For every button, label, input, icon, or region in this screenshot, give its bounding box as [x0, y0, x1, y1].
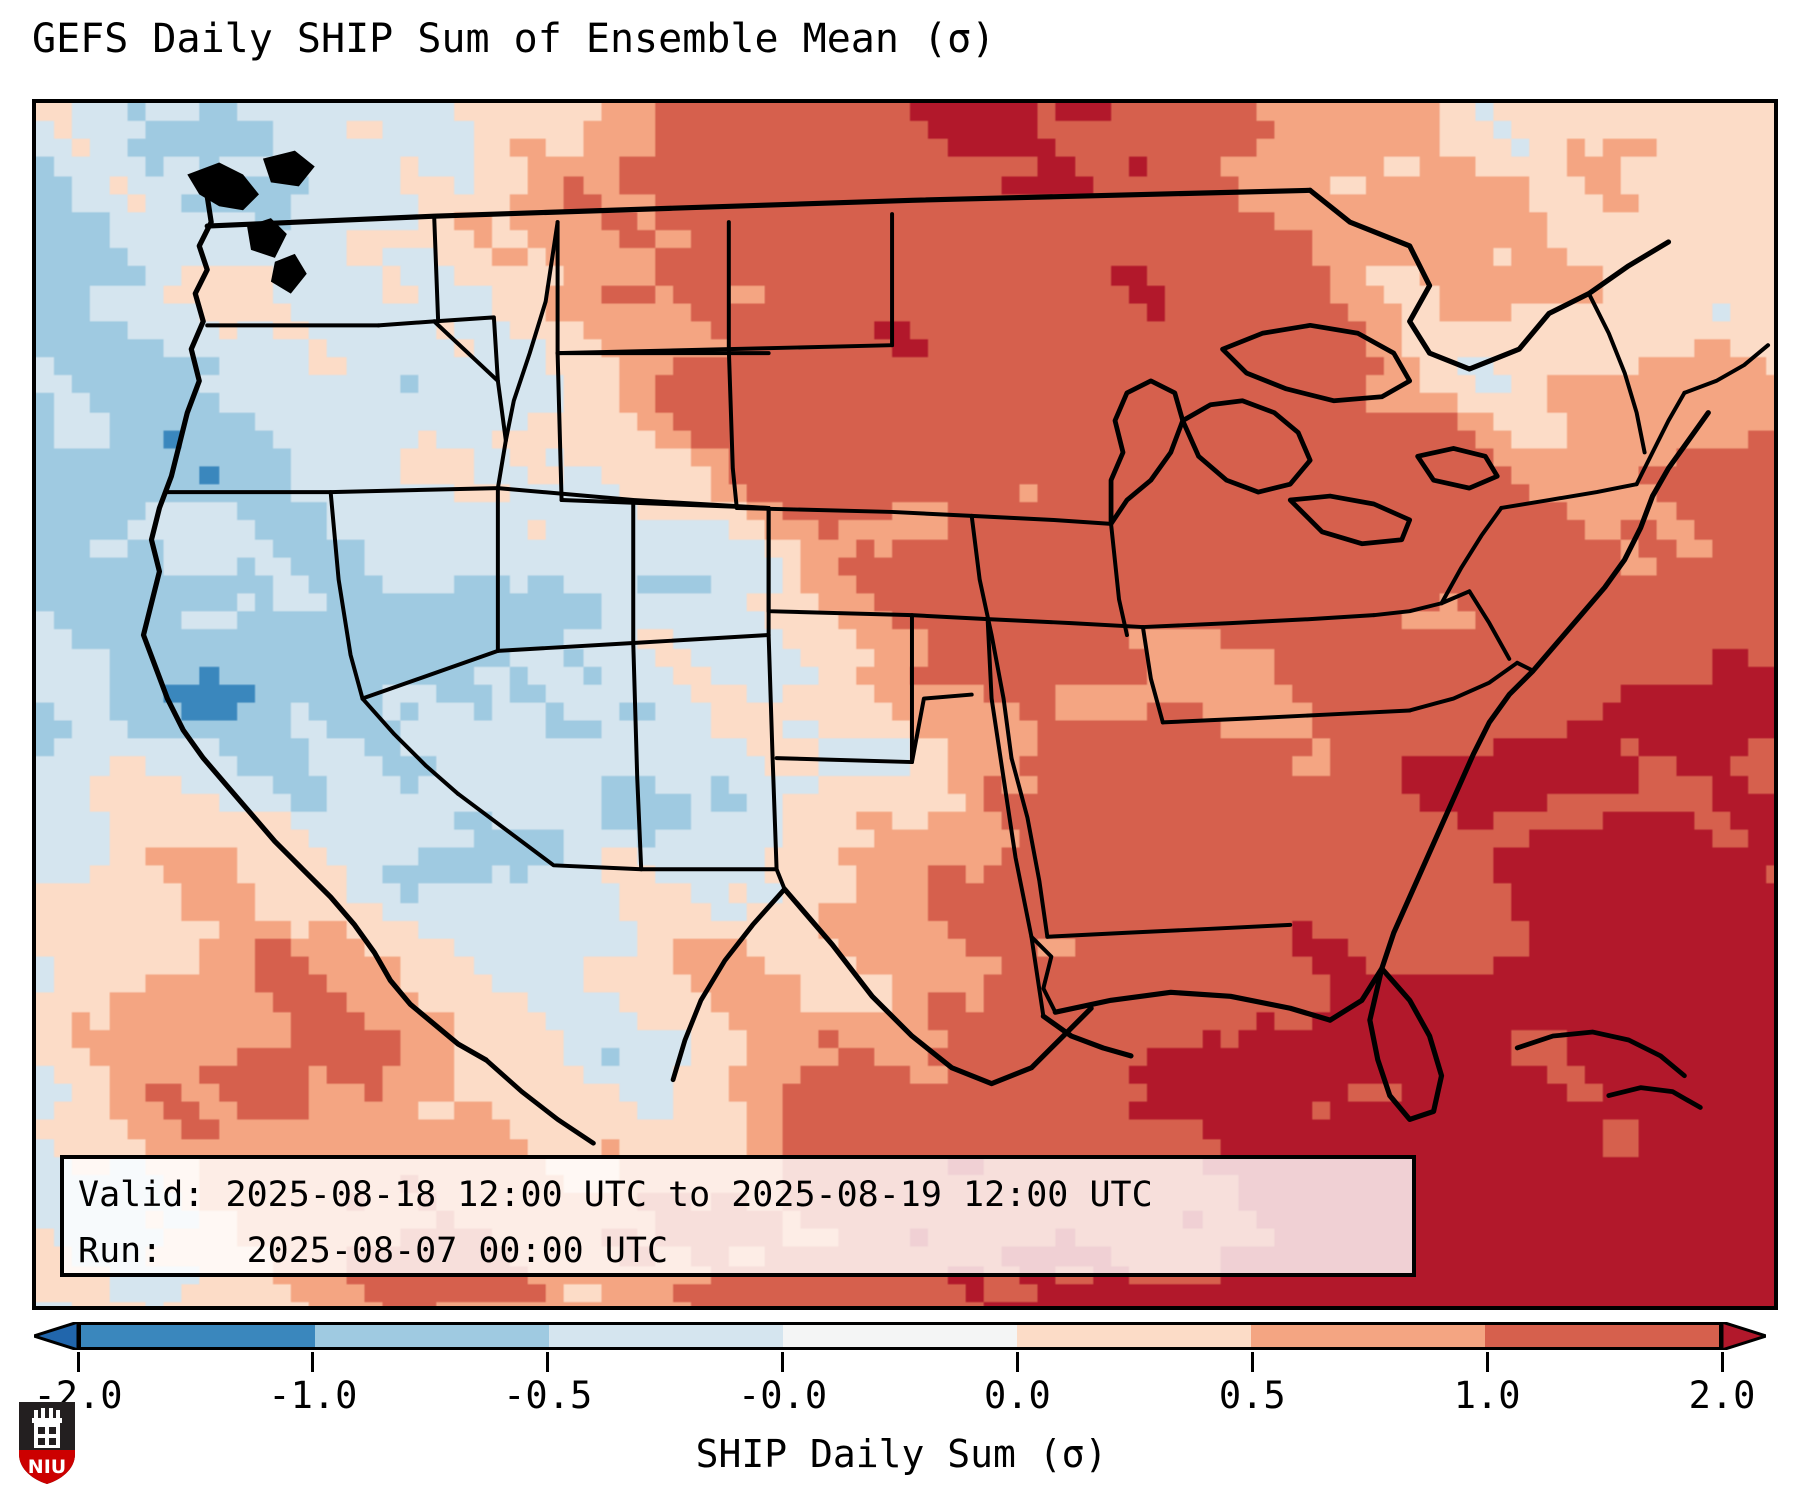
colorbar-segment-1: [315, 1325, 549, 1347]
colorbar-tick-label-6: 1.0: [1453, 1374, 1521, 1417]
ship-anomaly-heatmap: [36, 103, 1774, 1306]
map-panel[interactable]: [32, 99, 1778, 1310]
colorbar-tick-0: [76, 1352, 80, 1372]
colorbar-tick-7: [1720, 1352, 1724, 1372]
colorbar-segment-0: [81, 1325, 315, 1347]
colorbar-tick-label-7: 2.0: [1688, 1374, 1756, 1417]
colorbar-tick-label-3: -0.0: [738, 1374, 828, 1417]
valid-time-line: Valid: 2025-08-18 12:00 UTC to 2025-08-1…: [78, 1175, 1153, 1215]
colorbar-tick-label-1: -1.0: [268, 1374, 358, 1417]
colorbar-tick-label-4: 0.0: [984, 1374, 1051, 1417]
colorbar-gradient[interactable]: [78, 1322, 1722, 1350]
run-time-line: Run: 2025-08-07 00:00 UTC: [78, 1231, 669, 1271]
colorbar-tick-2: [546, 1352, 550, 1372]
colorbar-tickmarks: [0, 1352, 1803, 1374]
colorbar-tick-labels: -2.0 -1.0 -0.5 -0.0 0.0 0.5 1.0 2.0: [0, 1374, 1803, 1424]
svg-text:NIU: NIU: [28, 1456, 66, 1478]
colorbar-tick-label-2: -0.5: [503, 1374, 593, 1417]
colorbar-segment-2: [549, 1325, 783, 1347]
colorbar-tick-3: [781, 1352, 785, 1372]
chart-title: GEFS Daily SHIP Sum of Ensemble Mean (σ): [32, 16, 996, 62]
colorbar-axis-label: SHIP Daily Sum (σ): [695, 1432, 1108, 1476]
colorbar-extend-right-arrow: [1722, 1322, 1766, 1350]
colorbar-segment-5: [1251, 1325, 1485, 1347]
colorbar-segment-6: [1485, 1325, 1719, 1347]
colorbar-segment-4: [1017, 1325, 1251, 1347]
forecast-info-box: Valid: 2025-08-18 12:00 UTC to 2025-08-1…: [60, 1155, 1416, 1277]
colorbar-tick-1: [311, 1352, 315, 1372]
colorbar-container[interactable]: [0, 1318, 1803, 1358]
colorbar-extend-left-arrow: [34, 1322, 78, 1350]
colorbar-tick-4: [1015, 1352, 1019, 1372]
colorbar-tick-label-5: 0.5: [1218, 1374, 1286, 1417]
colorbar-tick-6: [1485, 1352, 1489, 1372]
niu-logo: NIU: [19, 1402, 75, 1484]
colorbar-segment-3: [783, 1325, 1017, 1347]
colorbar-tick-5: [1250, 1352, 1254, 1372]
